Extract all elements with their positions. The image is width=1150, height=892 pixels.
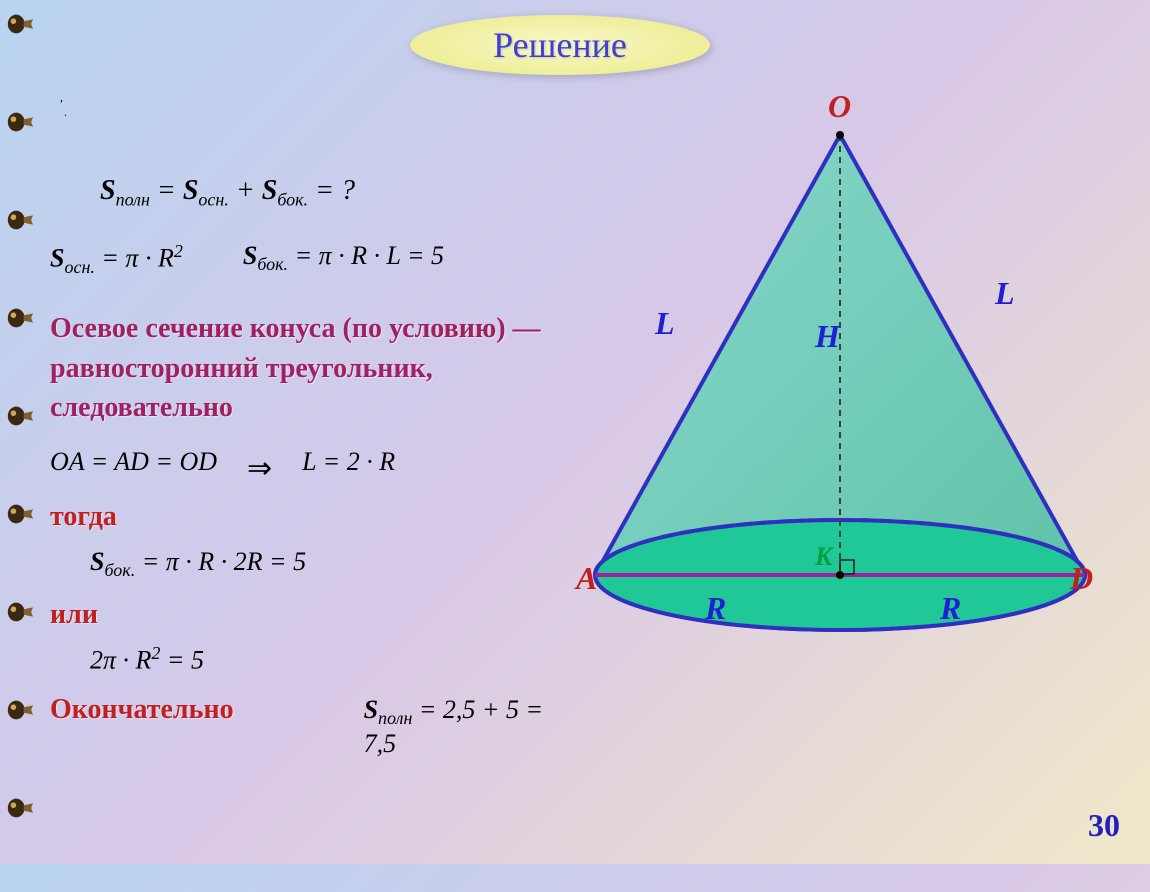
formula-l-eq: L = 2 · R	[302, 447, 395, 477]
implies-arrow: ⇒	[247, 451, 272, 486]
final-row: Окончательно Sполн = 2,5 + 5 = 7,5	[50, 694, 570, 771]
bullet-list	[5, 0, 33, 892]
bullet-icon	[5, 500, 33, 528]
cone-diagram: O L L H A D K R R	[560, 100, 1120, 660]
bullet-icon	[5, 10, 33, 38]
punct-mark: ,	[60, 90, 570, 105]
label-O: O	[828, 88, 851, 125]
bullet-icon	[5, 304, 33, 332]
formula-s-poln: Sполн = Sосн. + Sбок. = ?	[100, 175, 570, 211]
formula-s-poln-final: Sполн = 2,5 + 5 = 7,5	[364, 695, 570, 759]
formula-s-osn: Sосн. = π · R2	[50, 241, 183, 278]
label-L-right: L	[995, 275, 1015, 312]
bullet-icon	[5, 598, 33, 626]
bullet-icon	[5, 108, 33, 136]
formula-2pi: 2π · R2 = 5	[90, 643, 570, 676]
formula-oa-eq: OA = AD = OD	[50, 447, 217, 477]
finally-label: Окончательно	[50, 694, 234, 726]
label-R-left: R	[705, 590, 726, 627]
formula-s-bok2: Sбок. = π · R · 2R = 5	[90, 547, 570, 581]
label-R-right: R	[940, 590, 961, 627]
formula-row2: Sосн. = π · R2 Sбок. = π · R · L = 5	[50, 241, 570, 290]
label-D: D	[1070, 560, 1093, 597]
slide-title: Решение	[493, 24, 627, 66]
punct-mark: .	[64, 105, 570, 120]
formula-implies-row: OA = AD = OD ⇒ L = 2 · R	[50, 447, 570, 489]
or-label: или	[50, 599, 570, 631]
label-H: H	[815, 318, 840, 355]
bullet-icon	[5, 696, 33, 724]
statement-text: Осевое сечение конуса (по условию) — рав…	[50, 309, 570, 427]
label-L-left: L	[655, 305, 675, 342]
solution-content: , . Sполн = Sосн. + Sбок. = ? Sосн. = π …	[50, 90, 570, 771]
bullet-icon	[5, 206, 33, 234]
then-label: тогда	[50, 501, 570, 533]
label-K: K	[815, 542, 832, 572]
slide-title-badge: Решение	[410, 15, 710, 75]
bullet-icon	[5, 794, 33, 822]
label-A: A	[576, 560, 597, 597]
bullet-icon	[5, 402, 33, 430]
page-number: 30	[1088, 807, 1120, 844]
formula-s-bok: Sбок. = π · R · L = 5	[243, 241, 444, 278]
